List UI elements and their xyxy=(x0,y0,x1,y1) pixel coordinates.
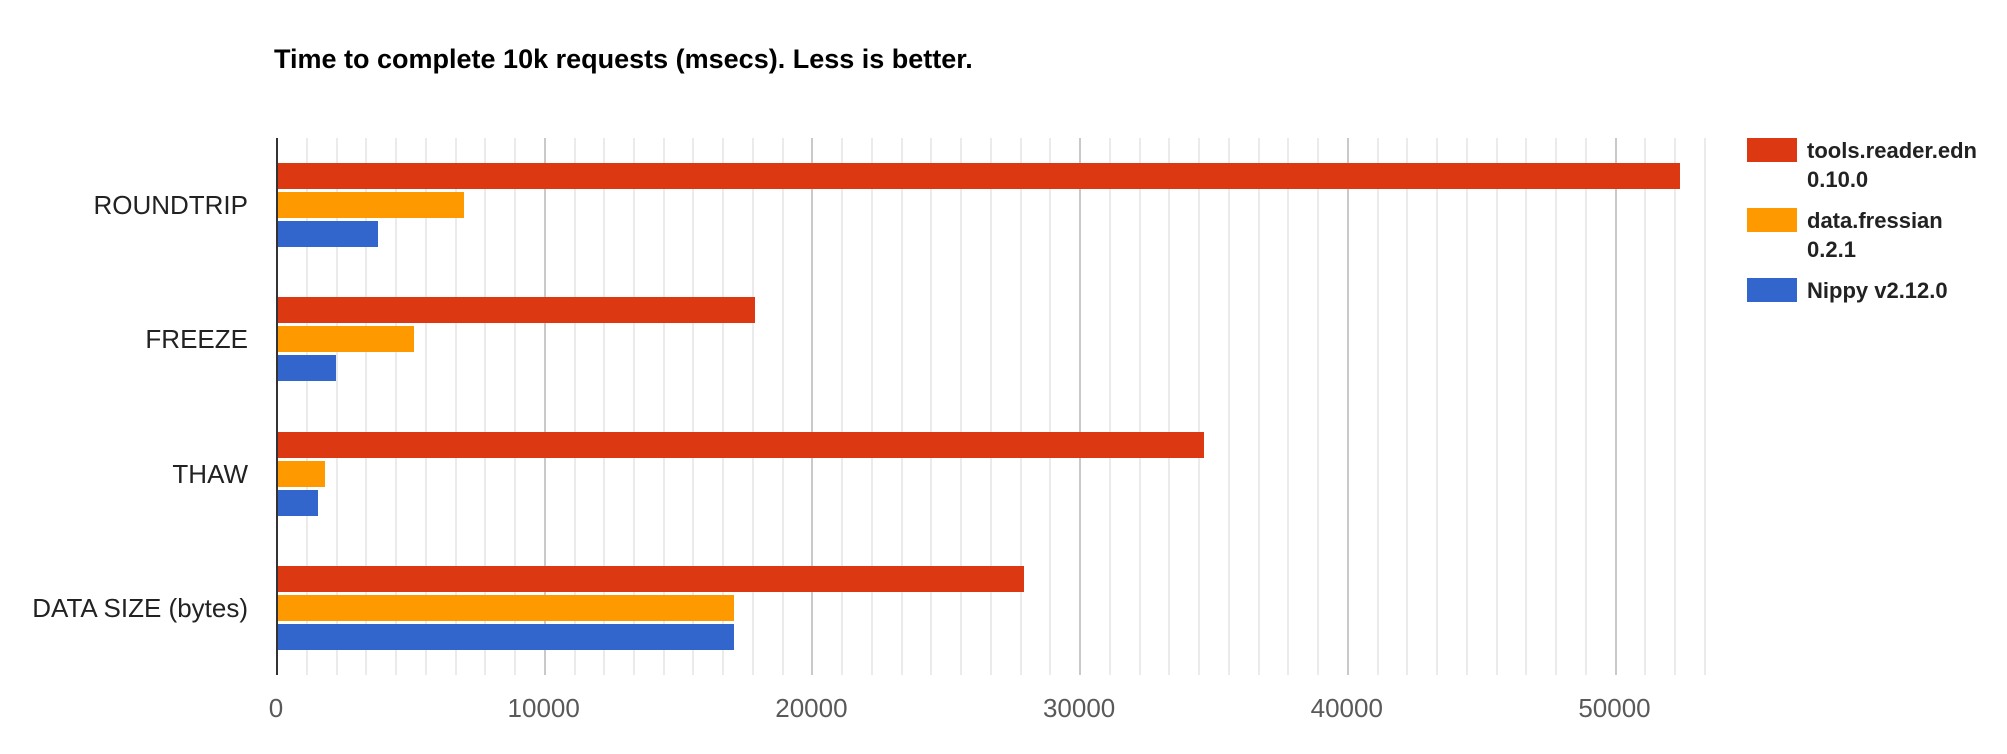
gridline-minor xyxy=(1703,138,1706,675)
x-tick-label: 50000 xyxy=(1578,693,1651,723)
legend-item-label: Nippy v2.12.0 xyxy=(1807,276,1948,305)
plot-area: ROUNDTRIP FREEZE THAW DATA SIZE (bytes) 0 100… xyxy=(32,138,1731,723)
legend-swatch-tools-reader-edn xyxy=(1747,138,1797,162)
gridline-minor xyxy=(1555,138,1558,675)
bar-nippy-v2-12-0-thaw xyxy=(278,489,319,516)
gridline-minor xyxy=(751,138,754,675)
legend-item-label: data.fressian 0.2.1 xyxy=(1807,206,1943,264)
gridline-minor xyxy=(1257,138,1260,675)
gridline-minor xyxy=(1525,138,1528,675)
gridline-minor xyxy=(365,138,368,675)
x-tick-label: 20000 xyxy=(775,693,848,723)
bar-tools-reader-edn-0-10-0-thaw xyxy=(278,431,1204,458)
legend-item: data.fressian 0.2.1 xyxy=(1747,206,2007,264)
gridline-minor xyxy=(573,138,576,675)
bar-nippy-v2-12-0-roundtrip xyxy=(278,221,378,248)
gridline-minor xyxy=(930,138,933,675)
gridline-minor xyxy=(395,138,397,675)
gridline-minor xyxy=(305,138,308,675)
category-label-thaw: THAW xyxy=(172,458,248,489)
gridline-minor xyxy=(1495,138,1498,675)
bar-data-fressian-0-2-1-roundtrip xyxy=(278,192,464,219)
legend-label-line2: 0.2.1 xyxy=(1807,237,1856,262)
gridline-minor xyxy=(1287,138,1290,675)
x-tick-label: 40000 xyxy=(1310,693,1383,723)
gridline-minor xyxy=(1376,138,1379,675)
legend-item-label: tools.reader.edn 0.10.0 xyxy=(1807,136,1977,194)
gridline-minor xyxy=(692,138,695,675)
gridline-minor xyxy=(1049,138,1052,675)
gridline-minor xyxy=(1168,138,1171,675)
gridline-minor xyxy=(1436,138,1439,675)
gridline-minor xyxy=(424,138,427,675)
gridline-minor xyxy=(1198,138,1201,675)
bar-nippy-v2-12-0-data-size-bytes xyxy=(278,623,735,650)
gridline-minor xyxy=(1584,138,1587,675)
y-axis-line xyxy=(276,138,278,675)
legend-item: tools.reader.edn 0.10.0 xyxy=(1747,136,2007,194)
gridline-major xyxy=(811,138,814,675)
gridline-minor xyxy=(781,138,784,675)
legend-label-line2: 0.10.0 xyxy=(1807,167,1869,192)
bar-tools-reader-edn-0-10-0-roundtrip xyxy=(278,163,1680,190)
gridline-minor xyxy=(870,138,873,675)
bar-data-fressian-0-2-1-thaw xyxy=(278,460,325,487)
gridline-major xyxy=(1346,138,1349,675)
bar-nippy-v2-12-0-freeze xyxy=(278,355,336,382)
gridline-minor xyxy=(960,138,963,675)
gridline-minor xyxy=(335,138,338,675)
chart-title: Time to complete 10k requests (msecs). L… xyxy=(274,44,973,74)
gridline-minor xyxy=(722,138,725,675)
gridline-minor xyxy=(900,138,903,675)
gridline-minor xyxy=(1227,138,1230,675)
legend: tools.reader.edn 0.10.0 data.fressian 0.… xyxy=(1747,136,2007,317)
gridline-minor xyxy=(603,138,606,675)
legend-label-line1: tools.reader.edn xyxy=(1807,138,1977,163)
bar-data-fressian-0-2-1-data-size-bytes xyxy=(278,594,735,621)
gridline-minor xyxy=(1465,138,1468,675)
x-tick-label: 30000 xyxy=(1042,693,1116,723)
gridline-minor xyxy=(1108,138,1111,675)
bar-data-fressian-0-2-1-freeze xyxy=(278,326,414,353)
gridline-minor xyxy=(1019,138,1022,675)
gridline-minor xyxy=(1406,138,1409,675)
category-label-freeze: FREEZE xyxy=(145,324,248,355)
gridline-minor xyxy=(514,138,516,675)
x-tick-label: 0 xyxy=(268,693,284,723)
legend-item: Nippy v2.12.0 xyxy=(1747,276,2007,305)
category-label-roundtrip: ROUNDTRIP xyxy=(93,190,248,221)
gridline-minor xyxy=(632,138,635,675)
gridline-minor xyxy=(484,138,487,675)
legend-label-line1: data.fressian xyxy=(1807,208,1943,233)
gridline-minor xyxy=(841,138,844,675)
gridline-major xyxy=(1614,138,1617,675)
gridline-minor xyxy=(1644,138,1647,675)
gridline-minor xyxy=(662,138,665,675)
gridline-major xyxy=(543,138,546,675)
gridline-minor xyxy=(1138,138,1141,675)
category-label-data-size-bytes: DATA SIZE (bytes) xyxy=(32,592,248,623)
gridline-minor xyxy=(989,138,992,675)
legend-swatch-nippy xyxy=(1747,278,1797,302)
gridline-minor xyxy=(1317,138,1320,675)
legend-swatch-data-fressian xyxy=(1747,208,1797,232)
legend-label-line1: Nippy v2.12.0 xyxy=(1807,278,1948,303)
bar-tools-reader-edn-0-10-0-data-size-bytes xyxy=(278,565,1024,592)
x-tick-label: 10000 xyxy=(507,693,580,723)
gridline-major xyxy=(1079,138,1082,675)
gridline-minor xyxy=(1674,138,1676,675)
gridline-minor xyxy=(454,138,457,675)
bar-tools-reader-edn-0-10-0-freeze xyxy=(278,297,755,324)
